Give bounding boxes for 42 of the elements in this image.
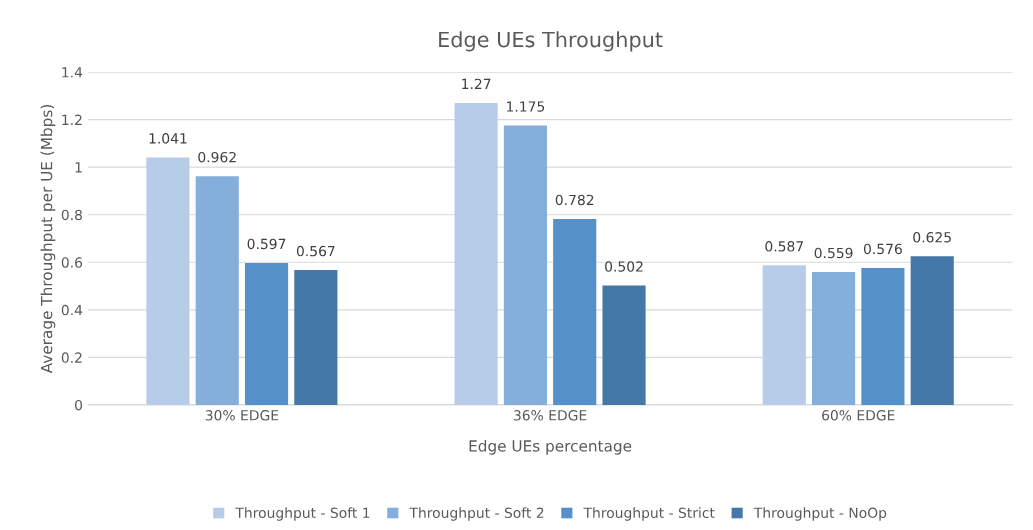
y-tick-label: 1.2 [62,114,82,125]
data-label: 0.502 [605,261,643,272]
data-label: 1.27 [462,78,491,89]
data-label: 0.576 [863,243,902,255]
y-tick-label: 0 [75,399,83,411]
data-label: 0.597 [247,238,286,250]
bar [553,219,597,405]
data-label: 0.962 [198,151,236,163]
bar [762,265,806,405]
bar [454,102,498,405]
data-label: 0.587 [765,241,803,252]
legend-label: Throughput - NoOp [753,507,887,521]
data-label: 0.559 [814,247,853,259]
x-tick-label: 36% EDGE [513,410,587,421]
x-tick-label: 60% EDGE [822,410,895,421]
y-tick-label: 1.4 [62,67,83,78]
data-label: 0.782 [555,194,594,206]
y-tick-label: 0.4 [61,304,83,316]
legend-label: Throughput - Soft 2 [409,507,544,521]
bar [294,270,338,405]
data-label: 1.175 [507,101,545,112]
bar [195,176,239,405]
data-label: 0.567 [296,245,335,257]
bar [861,267,905,405]
y-tick-label: 0.8 [61,209,82,221]
data-label: 0.625 [913,232,951,243]
data-label: 1.041 [149,133,187,144]
bar [910,256,954,405]
bar [812,272,856,405]
legend-label: Throughput - Soft 1 [235,507,370,521]
bar [146,157,190,405]
bar [602,285,646,405]
x-tick-label: 30% EDGE [205,410,279,421]
x-axis-title: Edge UEs percentage [469,439,632,455]
bar [503,125,547,405]
y-tick-label: 1 [75,162,82,173]
y-tick-label: 0.6 [61,257,83,268]
y-axis-title: Average Throughput per UE (Mbps) [40,105,56,374]
legend-label: Throughput - Strict [583,507,715,521]
y-tick-label: 0.2 [61,352,82,363]
bar [244,262,289,405]
chart-title: Edge UEs Throughput [439,31,663,52]
